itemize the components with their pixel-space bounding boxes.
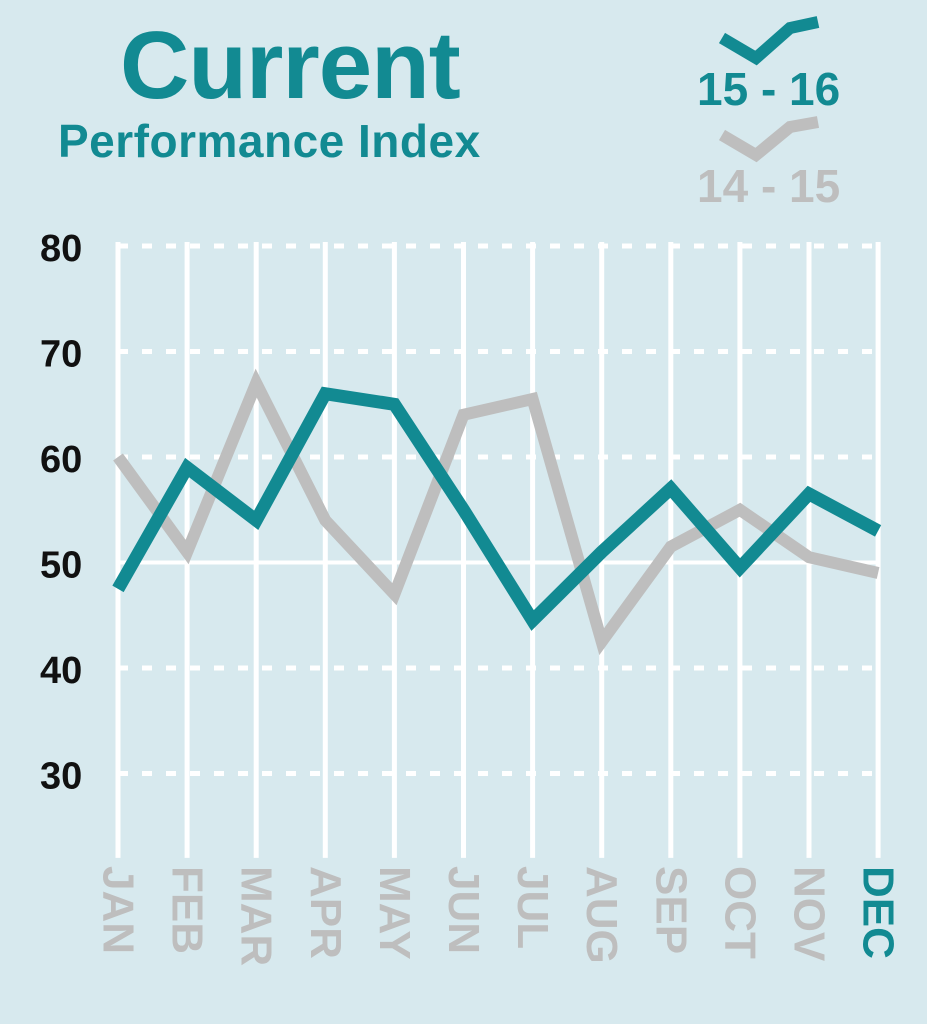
x-tick-mar: MAR: [232, 866, 281, 966]
x-tick-jul: JUL: [508, 866, 557, 949]
y-tick-50: 50: [40, 545, 82, 587]
x-tick-feb: FEB: [163, 866, 212, 954]
x-tick-nov: NOV: [785, 866, 834, 962]
chart-subtitle: Performance Index: [58, 115, 481, 167]
y-tick-60: 60: [40, 439, 82, 481]
y-tick-70: 70: [40, 334, 82, 376]
x-tick-jan: JAN: [94, 866, 143, 954]
y-tick-40: 40: [40, 650, 82, 692]
x-tick-jun: JUN: [439, 866, 488, 954]
y-axis-tick-labels: 80 70 60 50 40 30: [40, 228, 82, 798]
x-tick-may: MAY: [370, 866, 419, 960]
chart-title: Current: [120, 12, 461, 119]
series-line-14-15: [113, 368, 880, 656]
x-tick-dec: DEC: [854, 866, 903, 959]
series-lines: [112, 368, 882, 656]
legend-swatch-14-15: [718, 116, 820, 163]
x-tick-apr: APR: [301, 866, 350, 959]
x-tick-sep: SEP: [646, 866, 695, 954]
y-tick-30: 30: [40, 756, 82, 798]
legend-swatch-15-16: [718, 16, 820, 66]
series-line-15-16: [112, 386, 882, 631]
legend-swatches: [718, 16, 820, 163]
x-tick-aug: AUG: [577, 866, 626, 964]
legend-label-14-15: 14 - 15: [697, 160, 841, 212]
legend-label-15-16: 15 - 16: [697, 63, 841, 115]
y-tick-80: 80: [40, 228, 82, 270]
x-tick-oct: OCT: [715, 866, 764, 959]
x-axis-tick-labels: JAN FEB MAR APR MAY JUN JUL AUG SEP OCT NOV DEC: [94, 866, 903, 966]
